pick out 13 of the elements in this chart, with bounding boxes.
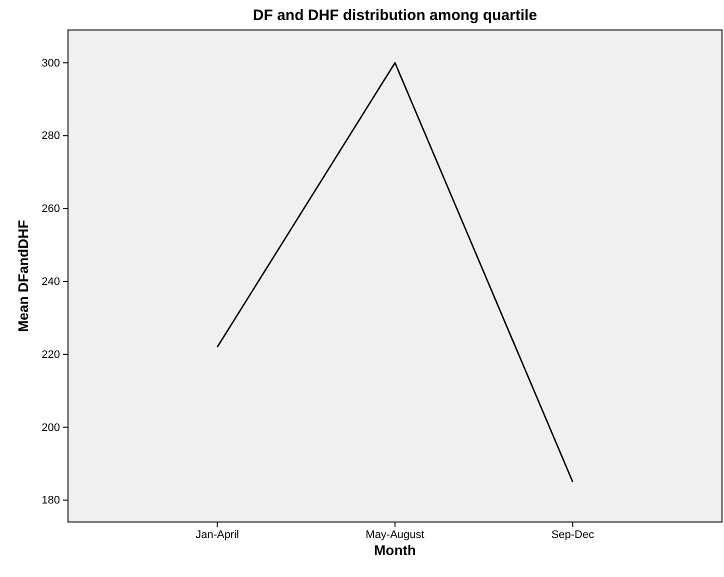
x-axis-title: Month — [374, 542, 416, 558]
y-tick-label: 220 — [42, 348, 60, 361]
y-tick-label: 180 — [42, 494, 60, 507]
x-tick-label: Sep-Dec — [551, 528, 595, 541]
y-tick-label: 280 — [42, 130, 60, 142]
y-axis-title: Mean DFandDHF — [15, 220, 31, 332]
y-tick-label: 200 — [42, 422, 60, 434]
x-tick-label: Jan-April — [196, 528, 239, 541]
chart-title: DF and DHF distribution among quartile — [252, 7, 538, 24]
y-tick-label: 260 — [42, 203, 60, 216]
y-tick-label: 300 — [42, 57, 60, 70]
y-tick-label: 240 — [42, 276, 60, 288]
x-tick-label: May-August — [366, 528, 424, 541]
